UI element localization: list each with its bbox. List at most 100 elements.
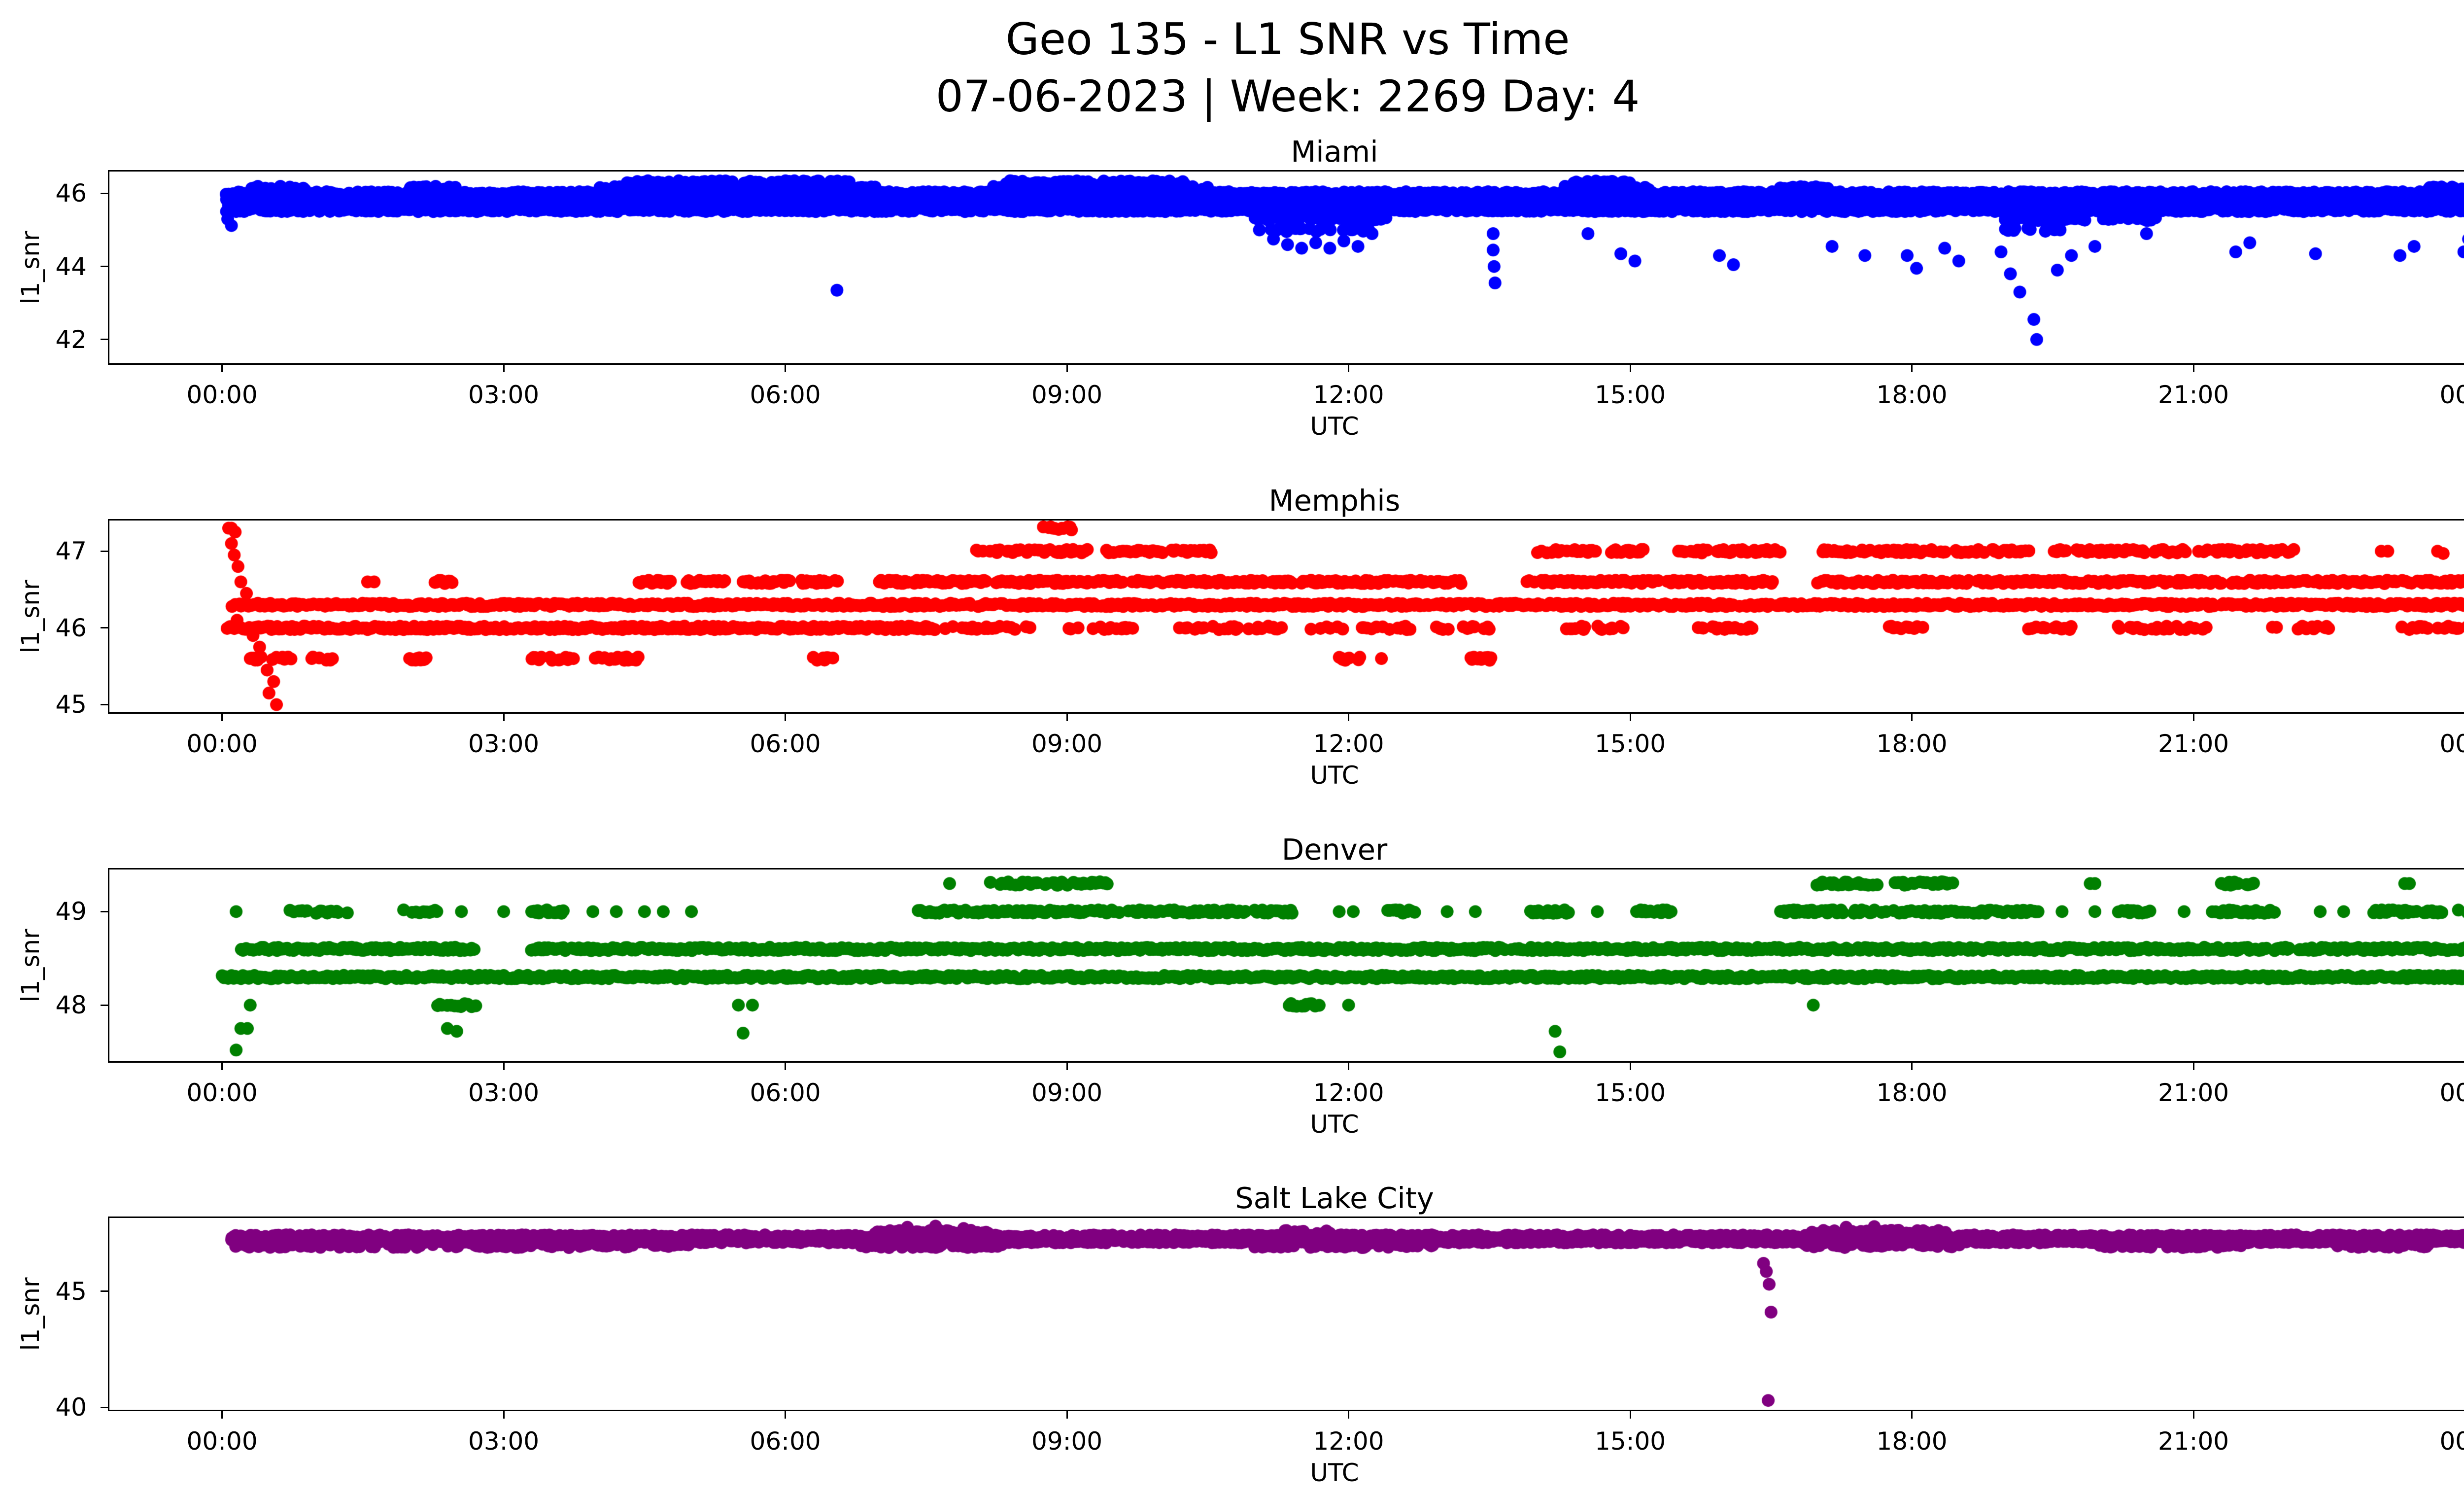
plot-axes-memphis — [108, 519, 2464, 714]
x-tick-mark — [503, 365, 505, 372]
x-tick-mark — [785, 1411, 787, 1419]
x-tick-label: 15:00 — [1595, 1427, 1666, 1456]
y-axis-label-miami: l1_snr — [16, 231, 45, 304]
subplot-title-salt-lake-city: Salt Lake City — [1235, 1181, 1434, 1215]
y-tick-label: 40 — [55, 1393, 87, 1422]
x-tick-label: 09:00 — [1031, 1078, 1103, 1107]
x-tick-label: 15:00 — [1595, 730, 1666, 758]
x-tick-label: 18:00 — [1876, 1078, 1948, 1107]
plot-axes-denver — [108, 868, 2464, 1063]
x-tick-mark — [221, 714, 223, 721]
x-tick-mark — [785, 1063, 787, 1070]
x-tick-label: 06:00 — [750, 730, 821, 758]
x-tick-label: 00:00 — [2439, 381, 2464, 409]
x-tick-mark — [2192, 1411, 2194, 1419]
x-tick-label: 12:00 — [1313, 1427, 1384, 1456]
x-axis-label-salt-lake-city: UTC — [1310, 1459, 1359, 1487]
x-tick-label: 09:00 — [1031, 730, 1103, 758]
x-tick-label: 21:00 — [2158, 1078, 2229, 1107]
x-tick-mark — [1348, 1063, 1350, 1070]
y-tick-label: 45 — [55, 1277, 87, 1306]
x-tick-label: 06:00 — [750, 381, 821, 409]
y-tick-mark — [101, 910, 108, 912]
y-tick-label: 46 — [55, 613, 87, 642]
x-tick-label: 03:00 — [468, 730, 540, 758]
x-axis-label-denver: UTC — [1310, 1110, 1359, 1139]
x-tick-mark — [221, 365, 223, 372]
y-tick-mark — [101, 703, 108, 705]
y-tick-mark — [101, 266, 108, 268]
y-tick-mark — [101, 1290, 108, 1292]
x-tick-label: 12:00 — [1313, 381, 1384, 409]
x-tick-mark — [221, 1411, 223, 1419]
x-axis-label-miami: UTC — [1310, 412, 1359, 441]
x-tick-label: 09:00 — [1031, 381, 1103, 409]
x-tick-mark — [1348, 1411, 1350, 1419]
y-tick-label: 48 — [55, 991, 87, 1020]
y-tick-mark — [101, 1004, 108, 1006]
x-tick-label: 12:00 — [1313, 1078, 1384, 1107]
x-tick-mark — [1629, 714, 1631, 721]
y-tick-mark — [101, 550, 108, 552]
x-tick-label: 03:00 — [468, 381, 540, 409]
x-axis-label-memphis: UTC — [1310, 761, 1359, 790]
x-tick-label: 03:00 — [468, 1427, 540, 1456]
x-tick-mark — [785, 365, 787, 372]
y-tick-label: 45 — [55, 690, 87, 719]
x-tick-mark — [1066, 714, 1068, 721]
y-tick-label: 44 — [55, 252, 87, 281]
scatter-canvas-salt-lake-city — [109, 1218, 2464, 1410]
x-tick-mark — [503, 714, 505, 721]
x-tick-label: 06:00 — [750, 1078, 821, 1107]
y-tick-label: 42 — [55, 325, 87, 354]
y-axis-label-salt-lake-city: l1_snr — [16, 1277, 45, 1351]
x-tick-label: 15:00 — [1595, 381, 1666, 409]
figure-title: Geo 135 - L1 SNR vs Time — [1005, 14, 1570, 65]
x-tick-label: 00:00 — [186, 381, 258, 409]
y-tick-label: 47 — [55, 537, 87, 566]
x-tick-label: 21:00 — [2158, 730, 2229, 758]
plot-axes-salt-lake-city — [108, 1217, 2464, 1411]
x-tick-mark — [503, 1063, 505, 1070]
x-tick-label: 06:00 — [750, 1427, 821, 1456]
x-tick-label: 00:00 — [2439, 1078, 2464, 1107]
scatter-canvas-miami — [109, 172, 2464, 363]
x-tick-label: 00:00 — [2439, 730, 2464, 758]
x-tick-label: 03:00 — [468, 1078, 540, 1107]
y-tick-mark — [101, 1406, 108, 1408]
x-tick-label: 00:00 — [186, 1078, 258, 1107]
y-tick-mark — [101, 627, 108, 629]
y-axis-label-memphis: l1_snr — [16, 580, 45, 653]
x-tick-label: 00:00 — [186, 730, 258, 758]
y-tick-label: 46 — [55, 179, 87, 208]
figure-subtitle: 07-06-2023 | Week: 2269 Day: 4 — [935, 71, 1640, 122]
x-tick-mark — [1629, 1063, 1631, 1070]
subplot-title-miami: Miami — [1291, 135, 1378, 169]
y-tick-mark — [101, 192, 108, 194]
x-tick-label: 00:00 — [2439, 1427, 2464, 1456]
subplot-title-denver: Denver — [1281, 833, 1388, 867]
subplot-title-memphis: Memphis — [1268, 484, 1401, 518]
y-tick-label: 49 — [55, 897, 87, 926]
x-tick-mark — [785, 714, 787, 721]
x-tick-mark — [1066, 365, 1068, 372]
x-tick-mark — [1911, 365, 1913, 372]
x-tick-mark — [2192, 714, 2194, 721]
x-tick-label: 09:00 — [1031, 1427, 1103, 1456]
x-tick-mark — [2192, 1063, 2194, 1070]
x-tick-mark — [503, 1411, 505, 1419]
x-tick-label: 18:00 — [1876, 730, 1948, 758]
scatter-canvas-memphis — [109, 521, 2464, 712]
x-tick-mark — [1911, 1063, 1913, 1070]
x-tick-mark — [1348, 714, 1350, 721]
x-tick-mark — [1348, 365, 1350, 372]
x-tick-label: 18:00 — [1876, 1427, 1948, 1456]
x-tick-mark — [1629, 365, 1631, 372]
x-tick-mark — [2192, 365, 2194, 372]
x-tick-label: 15:00 — [1595, 1078, 1666, 1107]
x-tick-mark — [1066, 1063, 1068, 1070]
x-tick-label: 18:00 — [1876, 381, 1948, 409]
x-tick-mark — [1629, 1411, 1631, 1419]
x-tick-mark — [1066, 1411, 1068, 1419]
